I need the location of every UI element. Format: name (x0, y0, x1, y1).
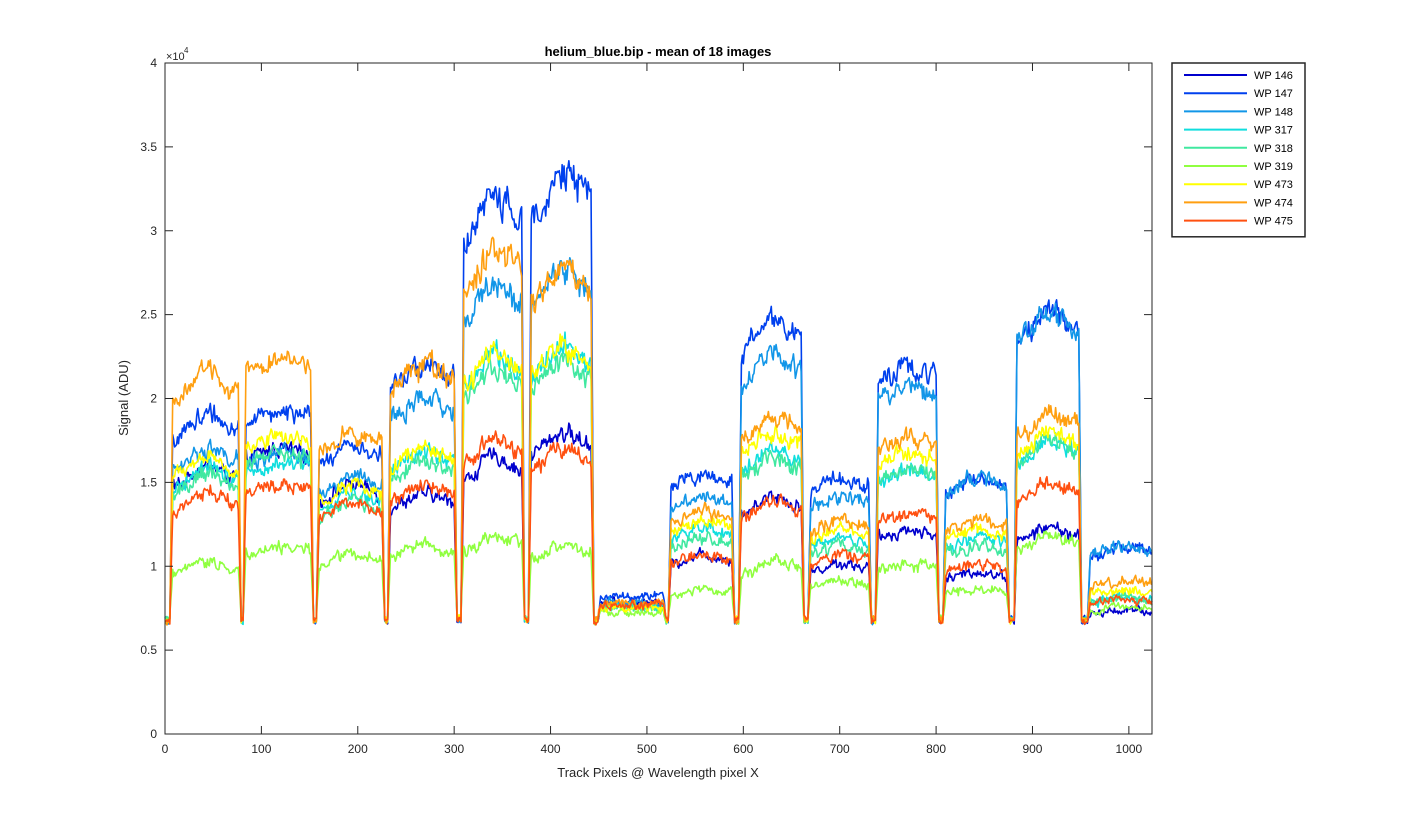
y-tick-label: 1.5 (140, 475, 157, 489)
legend-label: WP 148 (1254, 106, 1293, 118)
y-tick-label: 3.5 (140, 140, 157, 154)
x-tick-label: 800 (926, 742, 946, 756)
series-layer (164, 159, 1153, 626)
y-tick-label: 2 (150, 392, 157, 406)
y-tick-label: 0.5 (140, 643, 157, 657)
legend-label: WP 146 (1254, 70, 1293, 82)
legend-label: WP 319 (1254, 161, 1293, 173)
series-line (164, 530, 1153, 626)
y-axis-label: Signal (ADU) (116, 360, 131, 436)
y-tick-label: 2.5 (140, 308, 157, 322)
x-tick-label: 900 (1022, 742, 1042, 756)
legend-label: WP 473 (1254, 179, 1293, 191)
x-tick-label: 0 (162, 742, 169, 756)
series-line (164, 333, 1153, 625)
legend-label: WP 475 (1254, 216, 1293, 228)
x-tick-label: 100 (251, 742, 271, 756)
legend-box (1171, 62, 1306, 238)
legend-label: WP 474 (1254, 197, 1293, 209)
x-tick-label: 1000 (1116, 742, 1143, 756)
y-tick-label: 4 (150, 56, 157, 70)
series-line (164, 422, 1153, 625)
y-exponent-base: ×10 (166, 51, 185, 63)
legend-label: WP 147 (1254, 88, 1293, 100)
series-line (164, 257, 1153, 626)
y-tick-label: 1 (150, 559, 157, 573)
x-tick-label: 200 (348, 742, 368, 756)
x-axis-ticks: 0 100 200 300 400 500 600 700 800 900 1000 (162, 63, 1143, 756)
x-tick-label: 700 (830, 742, 850, 756)
x-axis-label: Track Pixels @ Wavelength pixel X (557, 765, 759, 780)
series-line (164, 331, 1153, 626)
y-tick-label: 0 (150, 727, 157, 741)
x-tick-label: 300 (444, 742, 464, 756)
legend-label: WP 318 (1254, 143, 1293, 155)
x-tick-label: 400 (541, 742, 561, 756)
y-exponent-power: 4 (184, 46, 189, 55)
x-tick-label: 600 (733, 742, 753, 756)
y-axis-ticks: 0 0.5 1 1.5 2 2.5 3 3.5 4 (140, 56, 1152, 741)
y-exponent: ×10 4 (166, 46, 189, 63)
chart-title: helium_blue.bip - mean of 18 images (545, 44, 772, 59)
x-tick-label: 500 (637, 742, 657, 756)
legend: WP 146 WP 147 WP 148 WP 317 WP 318 WP 319 WP 4… (1171, 62, 1306, 238)
legend-label: WP 317 (1254, 125, 1293, 137)
series-line (164, 236, 1153, 626)
y-tick-label: 3 (150, 224, 157, 238)
series-line (164, 430, 1153, 626)
